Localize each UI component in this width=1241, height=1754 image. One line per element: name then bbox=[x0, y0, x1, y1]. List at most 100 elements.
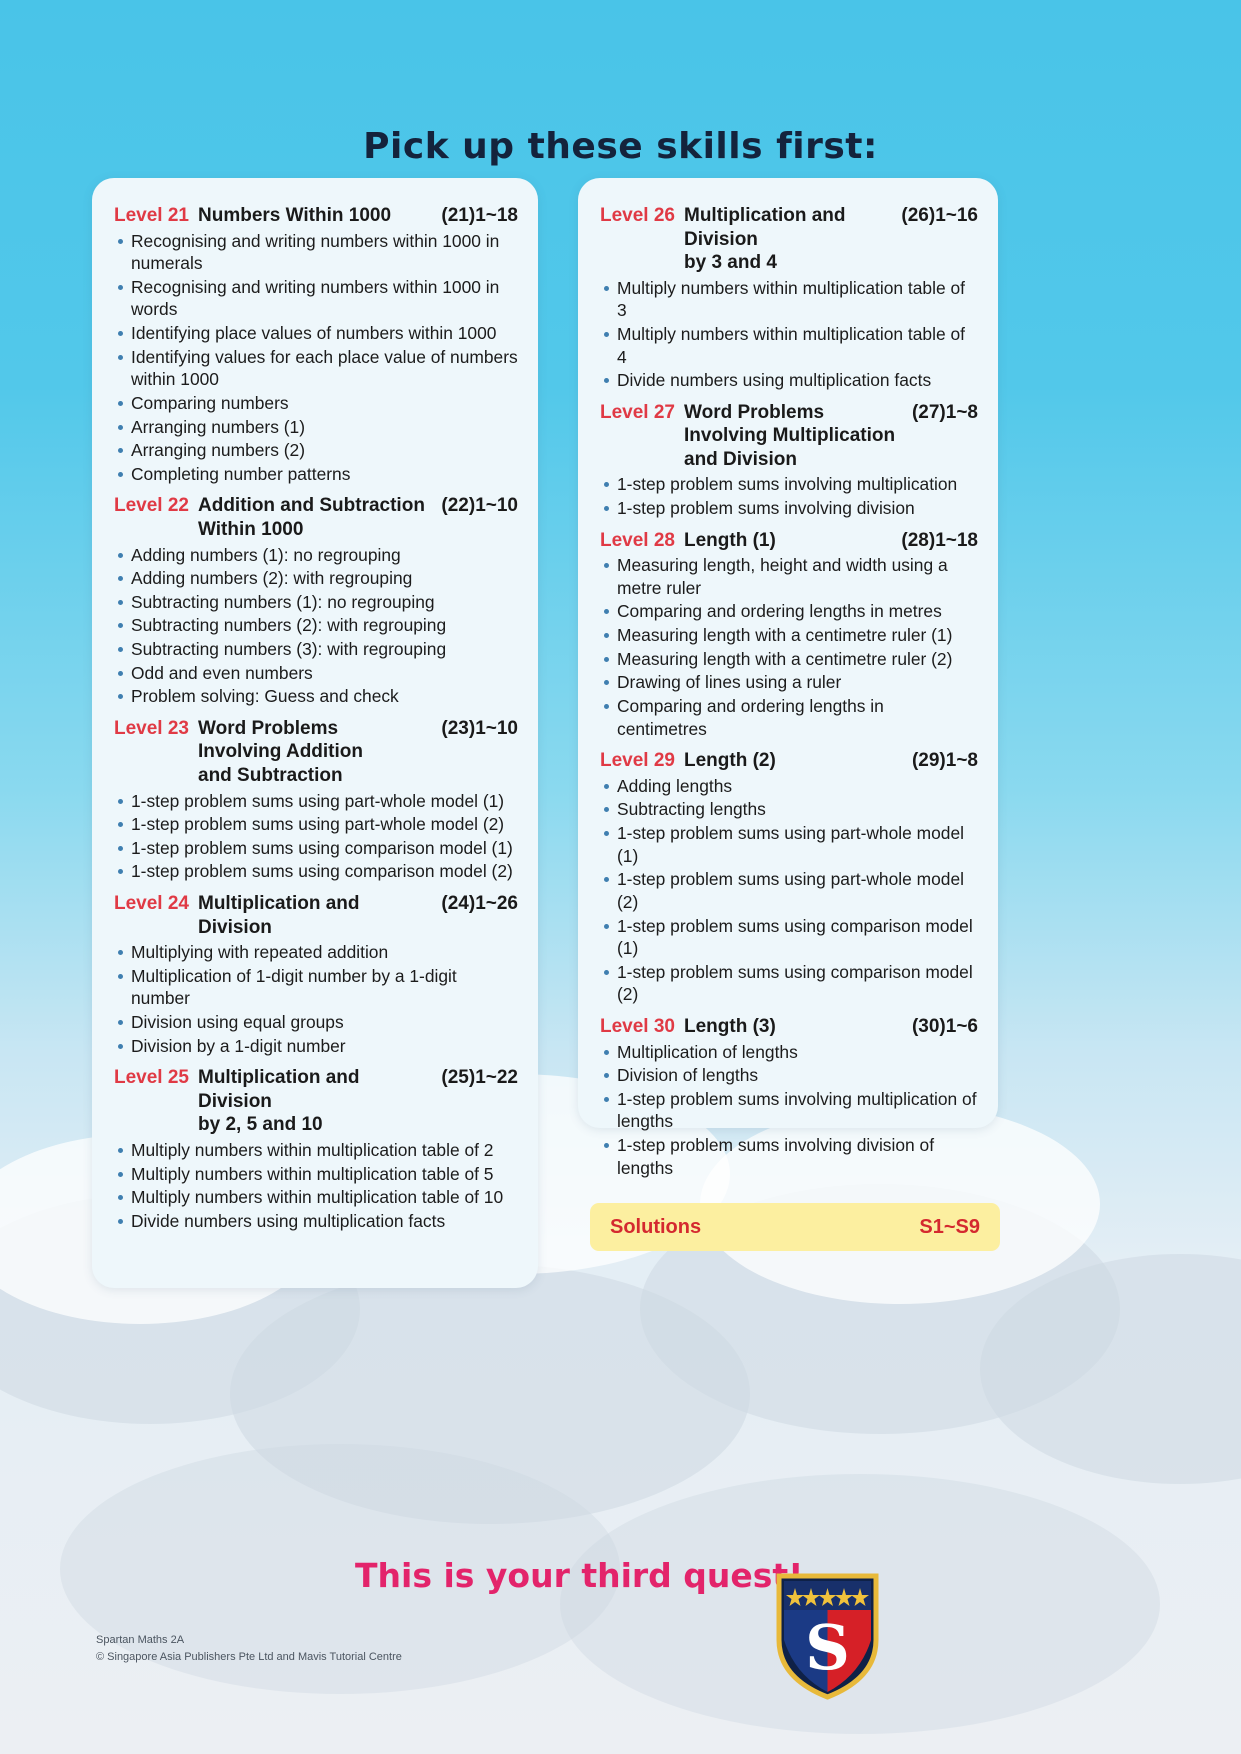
skill-item: Subtracting numbers (3): with regrouping bbox=[114, 638, 518, 661]
level-title-row: Multiplication and Division (24)1~26 bbox=[198, 892, 518, 939]
level-heading: Level 27 Word Problems Involving Multipli… bbox=[600, 401, 978, 472]
footer-book-title: Spartan Maths 2A bbox=[96, 1634, 185, 1646]
skill-list: Multiply numbers within multiplication t… bbox=[600, 277, 978, 392]
level-heading: Level 28 Length (1) (28)1~18 bbox=[600, 529, 978, 553]
skill-list: Adding lengths Subtracting lengths 1-step … bbox=[600, 775, 978, 1006]
level-number: Level 24 bbox=[114, 893, 189, 915]
level-block: Level 23 Word Problems Involving Addition… bbox=[114, 717, 518, 883]
level-heading: Level 22 Addition and Subtraction Within … bbox=[114, 494, 518, 541]
level-number: Level 25 bbox=[114, 1067, 189, 1089]
level-page-ref: (28)1~18 bbox=[901, 529, 978, 551]
skill-item: Multiply numbers within multiplication t… bbox=[600, 277, 978, 322]
skill-list: Recognising and writing numbers within 1… bbox=[114, 230, 518, 486]
level-title: Word Problems Involving Multiplication a… bbox=[684, 401, 896, 470]
skill-item: Multiplying with repeated addition bbox=[114, 941, 518, 964]
level-title-row: Multiplication and Division by 3 and 4 (2… bbox=[684, 204, 978, 275]
skill-item: Division using equal groups bbox=[114, 1011, 518, 1034]
level-page-ref: (26)1~16 bbox=[901, 205, 978, 226]
level-block: Level 21 Numbers Within 1000 (21)1~18 Recog… bbox=[114, 204, 518, 485]
skill-item: Divide numbers using multiplication fact… bbox=[600, 369, 978, 392]
skill-item: Multiplication of 1-digit number by a 1-… bbox=[114, 965, 518, 1010]
skill-item: Measuring length, height and width using… bbox=[600, 554, 978, 599]
level-heading: Level 25 Multiplication and Division by 2… bbox=[114, 1066, 518, 1137]
skill-item: Recognising and writing numbers within 1… bbox=[114, 276, 518, 321]
level-title: Multiplication and Division by 3 and 4 bbox=[684, 205, 846, 274]
level-number: Level 26 bbox=[600, 205, 675, 226]
skill-item: 1-step problem sums involving division bbox=[600, 497, 978, 520]
level-page-ref: (27)1~8 bbox=[911, 401, 978, 423]
level-block: Level 30 Length (3) (30)1~6 Multiplication … bbox=[600, 1015, 978, 1179]
level-block: Level 25 Multiplication and Division by 2… bbox=[114, 1066, 518, 1232]
svg-text:S: S bbox=[805, 1611, 850, 1684]
skill-item: 1-step problem sums using comparison mod… bbox=[600, 915, 978, 960]
level-heading: Level 24 Multiplication and Division (24)1… bbox=[114, 892, 518, 939]
skill-item: 1-step problem sums using part-whole mod… bbox=[114, 813, 518, 836]
level-number: Level 29 bbox=[600, 750, 675, 772]
skill-item: Drawing of lines using a ruler bbox=[600, 671, 978, 694]
level-heading: Level 30 Length (3) (30)1~6 bbox=[600, 1015, 978, 1039]
skill-item: Arranging numbers (1) bbox=[114, 416, 518, 439]
level-number: Level 22 bbox=[114, 495, 189, 517]
skill-item: Division of lengths bbox=[600, 1064, 978, 1087]
skill-item: Multiply numbers within multiplication t… bbox=[114, 1186, 518, 1209]
level-number: Level 23 bbox=[114, 717, 189, 739]
level-block: Level 27 Word Problems Involving Multipli… bbox=[600, 401, 978, 520]
level-title: Addition and Subtraction Within 1000 bbox=[198, 495, 425, 540]
level-title-row: Word Problems Involving Addition and Sub… bbox=[198, 717, 518, 788]
skill-item: Multiply numbers within multiplication t… bbox=[600, 323, 978, 368]
level-title-row: Length (3) (30)1~6 bbox=[684, 1015, 978, 1039]
skill-item: Subtracting numbers (1): no regrouping bbox=[114, 591, 518, 614]
level-title: Length (2) bbox=[684, 750, 776, 772]
skill-item: 1-step problem sums involving multiplica… bbox=[600, 1088, 978, 1133]
skill-item: Measuring length with a centimetre ruler… bbox=[600, 648, 978, 671]
level-title: Numbers Within 1000 bbox=[198, 205, 392, 226]
level-title-row: Addition and Subtraction Within 1000 (22)… bbox=[198, 494, 518, 541]
level-title: Multiplication and Division bbox=[198, 893, 360, 938]
skill-item: Multiplication of lengths bbox=[600, 1041, 978, 1064]
level-title-row: Length (1) (28)1~18 bbox=[684, 529, 978, 553]
skill-list: 1-step problem sums involving multiplica… bbox=[600, 473, 978, 519]
level-title-row: Word Problems Involving Multiplication a… bbox=[684, 401, 978, 472]
skill-item: Adding lengths bbox=[600, 775, 978, 798]
level-block: Level 29 Length (2) (29)1~8 Adding lengths S… bbox=[600, 749, 978, 1006]
skill-item: 1-step problem sums using part-whole mod… bbox=[114, 790, 518, 813]
skill-item: Subtracting numbers (2): with regrouping bbox=[114, 614, 518, 637]
level-page-ref: (22)1~10 bbox=[441, 495, 518, 517]
level-block: Level 22 Addition and Subtraction Within … bbox=[114, 494, 518, 707]
quest-tagline: This is your third quest! bbox=[355, 1556, 804, 1595]
level-page-ref: (24)1~26 bbox=[441, 893, 518, 915]
level-page-ref: (25)1~22 bbox=[441, 1067, 518, 1089]
footer: Spartan Maths 2A © Singapore Asia Publis… bbox=[96, 1632, 402, 1666]
skill-item: Multiply numbers within multiplication t… bbox=[114, 1139, 518, 1162]
level-title: Multiplication and Division by 2, 5 and … bbox=[198, 1067, 360, 1136]
level-title-row: Numbers Within 1000 (21)1~18 bbox=[198, 204, 518, 228]
skill-item: Comparing numbers bbox=[114, 392, 518, 415]
skill-item: Odd and even numbers bbox=[114, 662, 518, 685]
level-heading: Level 29 Length (2) (29)1~8 bbox=[600, 749, 978, 773]
level-block: Level 28 Length (1) (28)1~18 Measuring leng… bbox=[600, 529, 978, 741]
skill-item: 1-step problem sums involving division o… bbox=[600, 1134, 978, 1179]
level-number: Level 27 bbox=[600, 401, 675, 423]
level-page-ref: (21)1~18 bbox=[441, 205, 518, 226]
skill-list: Measuring length, height and width using… bbox=[600, 554, 978, 740]
level-heading: Level 26 Multiplication and Division by 3… bbox=[600, 204, 978, 275]
level-title: Word Problems Involving Addition and Sub… bbox=[198, 717, 363, 786]
skill-list: Multiply numbers within multiplication t… bbox=[114, 1139, 518, 1233]
skill-item: Measuring length with a centimetre ruler… bbox=[600, 624, 978, 647]
skill-item: Arranging numbers (2) bbox=[114, 439, 518, 462]
solutions-bar[interactable]: Solutions S1~S9 bbox=[590, 1203, 1000, 1251]
solutions-ref: S1~S9 bbox=[919, 1215, 980, 1238]
skill-item: 1-step problem sums using part-whole mod… bbox=[600, 822, 978, 867]
level-block: Level 24 Multiplication and Division (24)1… bbox=[114, 892, 518, 1057]
level-number: Level 28 bbox=[600, 529, 675, 551]
skill-item: Problem solving: Guess and check bbox=[114, 685, 518, 708]
skill-item: Recognising and writing numbers within 1… bbox=[114, 230, 518, 275]
skill-list: Adding numbers (1): no regrouping Adding … bbox=[114, 544, 518, 708]
page-title: Pick up these skills first: bbox=[363, 126, 878, 167]
skill-item: 1-step problem sums using comparison mod… bbox=[114, 837, 518, 860]
solutions-label: Solutions bbox=[610, 1215, 702, 1238]
level-page-ref: (23)1~10 bbox=[441, 717, 518, 739]
skill-item: Divide numbers using multiplication fact… bbox=[114, 1210, 518, 1233]
level-heading: Level 21 Numbers Within 1000 (21)1~18 bbox=[114, 204, 518, 228]
footer-copyright: © Singapore Asia Publishers Pte Ltd and … bbox=[96, 1651, 402, 1664]
